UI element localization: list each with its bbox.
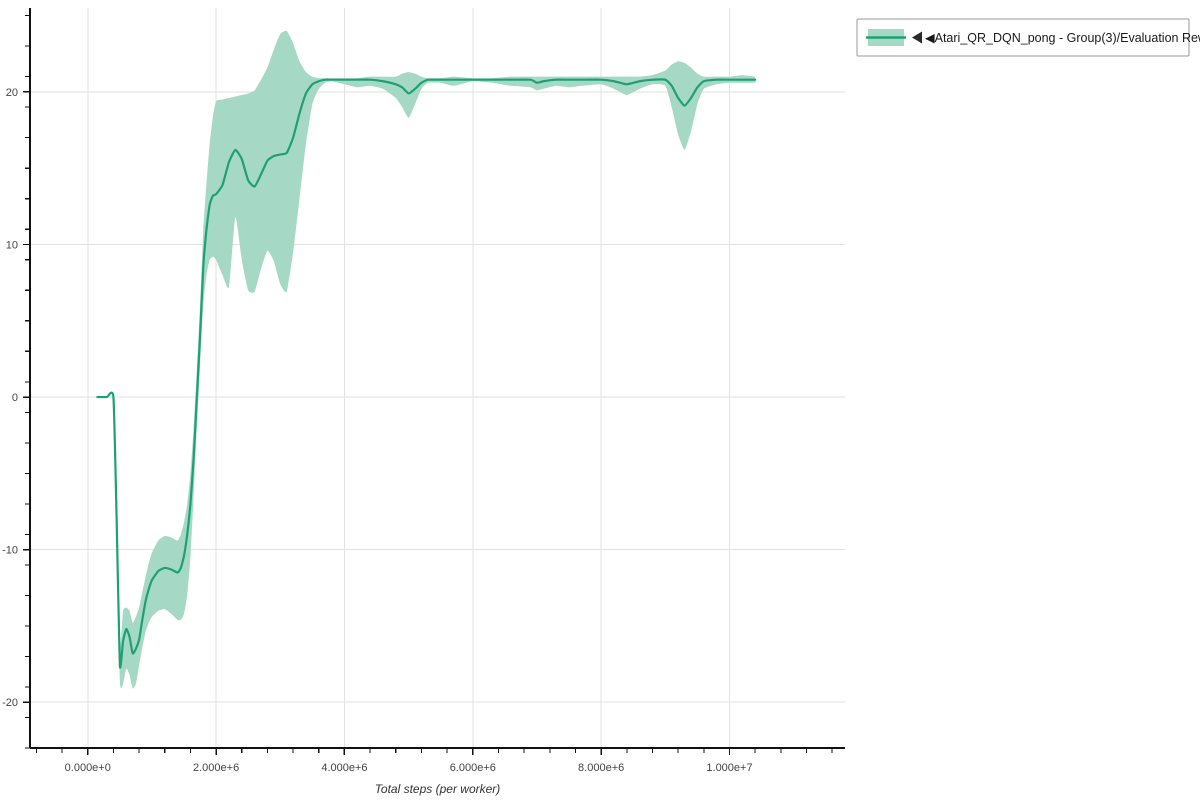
y-tick-label: 20 xyxy=(6,87,18,99)
series-band-0 xyxy=(97,30,756,689)
axes: -20 -10 0 10 20 0.000e+0 2.000e+6 4.000e+6 6.000… xyxy=(2,8,845,774)
y-tick-label: -10 xyxy=(2,545,18,557)
x-tick-label: 1.000e+7 xyxy=(706,762,752,774)
confidence-band xyxy=(97,30,756,689)
left-triangle-marker-icon xyxy=(912,31,922,44)
series-line xyxy=(96,78,757,669)
x-tick-label: 8.000e+6 xyxy=(578,762,624,774)
legend-entry-label: ◀Atari_QR_DQN_pong - Group(3)/Evaluation… xyxy=(925,31,1200,45)
legend-box xyxy=(856,18,1190,57)
series-line-0 xyxy=(96,78,757,669)
y-tick-label: -20 xyxy=(2,697,18,709)
x-tick-label: 2.000e+6 xyxy=(193,762,239,774)
x-axis-title: Total steps (per worker) xyxy=(375,782,501,796)
y-tick-label: 10 xyxy=(6,239,18,251)
y-tick-label: 0 xyxy=(12,392,18,404)
x-tick-label: 6.000e+6 xyxy=(450,762,496,774)
x-tick-label: 4.000e+6 xyxy=(321,762,367,774)
chart-legend[interactable]: ◀Atari_QR_DQN_pong - Group(3)/Evaluation… xyxy=(856,18,1200,57)
x-tick-label: 0.000e+0 xyxy=(65,762,111,774)
